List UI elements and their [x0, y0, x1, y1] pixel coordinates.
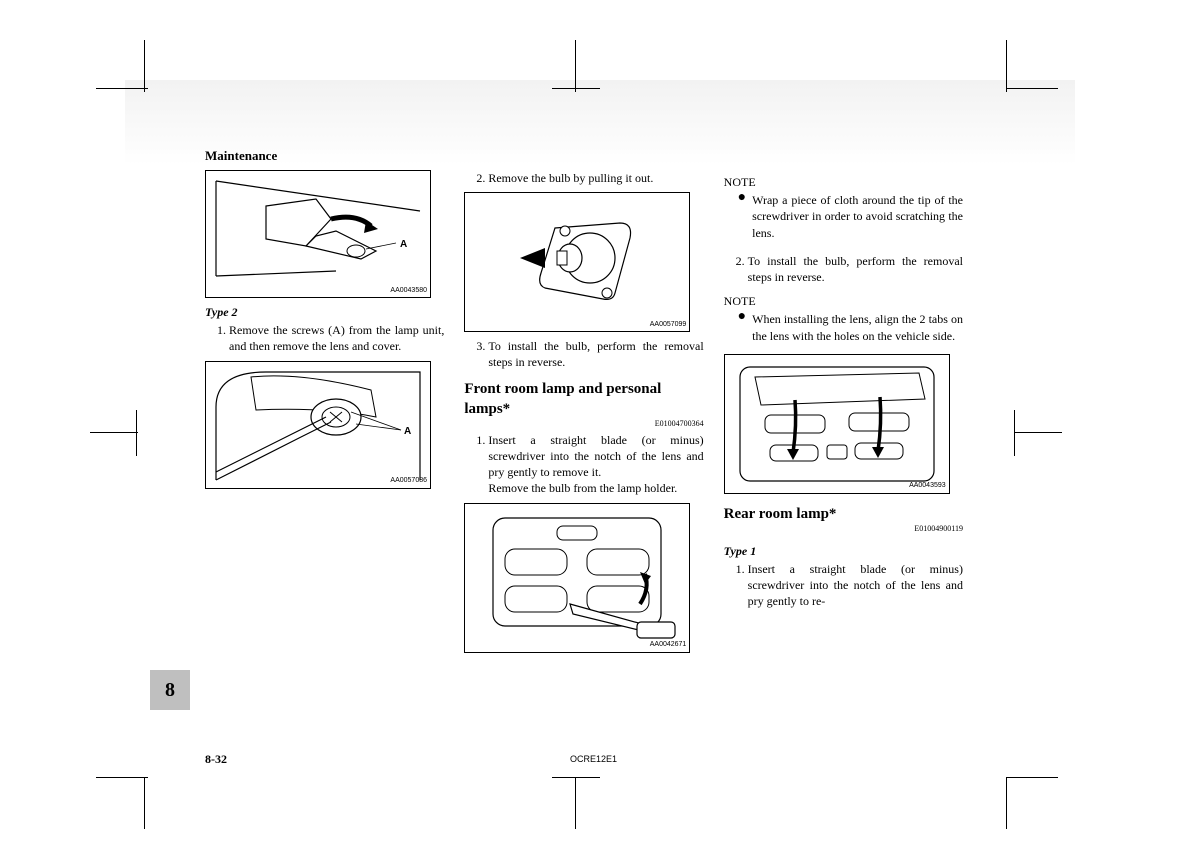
note-bullet: ● When installing the lens, align the 2 … [724, 311, 963, 343]
content-columns: A AA0043580 Type 2 Remove the screws (A)… [205, 170, 963, 659]
figure-code: AA0057086 [390, 476, 427, 485]
crop-mark [90, 432, 138, 433]
reference-code: E01004700364 [464, 419, 703, 430]
column-1: A AA0043580 Type 2 Remove the screws (A)… [205, 170, 444, 659]
page-number: 8-32 [205, 752, 227, 767]
note-label: NOTE [724, 174, 963, 190]
figure-lens-tabs: AA0043593 [724, 354, 950, 494]
crop-mark [552, 88, 600, 89]
crop-mark [136, 410, 137, 456]
document-code: OCRE12E1 [570, 754, 617, 764]
svg-text:A: A [404, 426, 411, 437]
crop-mark [1006, 88, 1058, 89]
crop-mark [1014, 432, 1062, 433]
figure-bulb-pull: AA0057099 [464, 192, 690, 332]
figure-code: AA0057099 [650, 320, 687, 329]
note-text: When installing the lens, align the 2 ta… [752, 311, 963, 343]
step-text-line: Remove the bulb from the lamp holder. [488, 481, 677, 495]
step-text-line: Insert a straight blade (or minus) screw… [488, 433, 703, 479]
heading-front-room-lamp: Front room lamp and personal lamps* [464, 379, 703, 420]
step-text: Remove the bulb by pulling it out. [488, 170, 703, 186]
chapter-tab: 8 [150, 670, 190, 710]
note-label: NOTE [724, 293, 963, 309]
bullet-icon: ● [738, 311, 746, 343]
bullet-icon: ● [738, 192, 746, 241]
svg-text:A: A [400, 239, 407, 250]
step-text: To install the bulb, perform the removal… [748, 253, 963, 285]
step-list: Remove the bulb by pulling it out. [464, 170, 703, 186]
heading-rear-room-lamp: Rear room lamp* [724, 504, 963, 524]
crop-mark [1006, 777, 1007, 829]
crop-mark [96, 777, 148, 778]
crop-mark [144, 777, 145, 829]
note-text: Wrap a piece of cloth around the tip of … [752, 192, 963, 241]
step-list: Insert a straight blade (or minus) screw… [724, 561, 963, 610]
step-text: Insert a straight blade (or minus) screw… [488, 432, 703, 497]
step-list: To install the bulb, perform the removal… [464, 338, 703, 370]
figure-room-lamp-pry: AA0042671 [464, 503, 690, 653]
crop-mark [575, 777, 576, 829]
figure-lamp-removal-1: A AA0043580 [205, 170, 431, 298]
crop-mark [144, 40, 145, 92]
crop-mark [552, 777, 600, 778]
step-list: Insert a straight blade (or minus) screw… [464, 432, 703, 497]
figure-code: AA0042671 [650, 640, 687, 649]
step-text: Insert a straight blade (or minus) screw… [748, 561, 963, 610]
crop-mark [1006, 40, 1007, 92]
type-label: Type 1 [724, 543, 963, 559]
step-list: To install the bulb, perform the removal… [724, 253, 963, 285]
reference-code: E01004900119 [724, 524, 963, 535]
crop-mark [1006, 777, 1058, 778]
figure-screw-removal: A AA0057086 [205, 361, 431, 489]
figure-code: AA0043593 [909, 481, 946, 490]
step-text: Remove the screws (A) from the lamp unit… [229, 322, 444, 354]
crop-mark [575, 40, 576, 92]
column-3: NOTE ● Wrap a piece of cloth around the … [724, 170, 963, 659]
step-list: Remove the screws (A) from the lamp unit… [205, 322, 444, 354]
crop-mark [1014, 410, 1015, 456]
note-bullet: ● Wrap a piece of cloth around the tip o… [724, 192, 963, 241]
column-2: Remove the bulb by pulling it out. AA005… [464, 170, 703, 659]
step-text: To install the bulb, perform the removal… [488, 338, 703, 370]
section-title: Maintenance [205, 148, 277, 164]
type-label: Type 2 [205, 304, 444, 320]
figure-code: AA0043580 [390, 286, 427, 295]
crop-mark [96, 88, 148, 89]
